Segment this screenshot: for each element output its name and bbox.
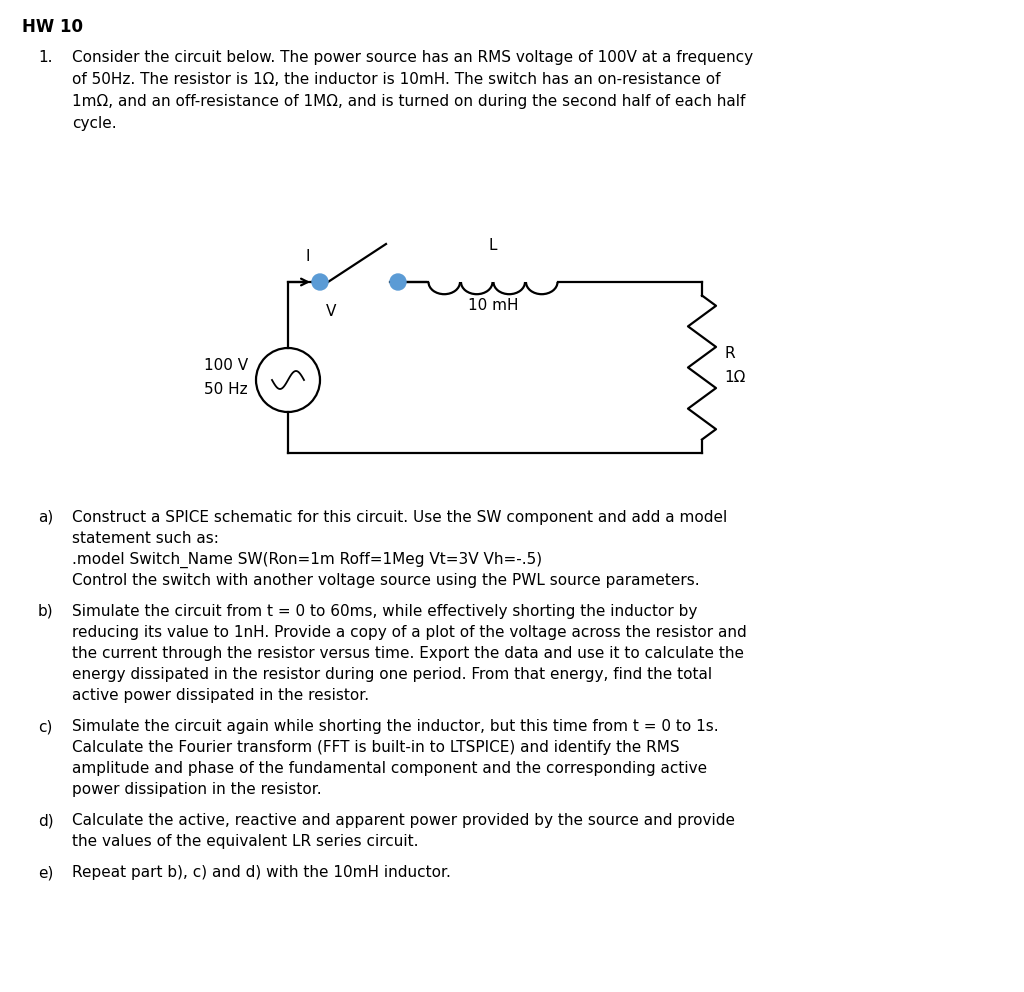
Text: e): e) xyxy=(38,865,53,880)
Text: of 50Hz. The resistor is 1Ω, the inductor is 10mH. The switch has an on-resistan: of 50Hz. The resistor is 1Ω, the inducto… xyxy=(72,72,721,87)
Text: Consider the circuit below. The power source has an RMS voltage of 100V at a fre: Consider the circuit below. The power so… xyxy=(72,50,753,65)
Text: a): a) xyxy=(38,510,53,525)
Text: Calculate the active, reactive and apparent power provided by the source and pro: Calculate the active, reactive and appar… xyxy=(72,813,735,828)
Text: 10 mH: 10 mH xyxy=(468,298,518,313)
Text: Control the switch with another voltage source using the PWL source parameters.: Control the switch with another voltage … xyxy=(72,573,699,588)
Text: 1.: 1. xyxy=(38,50,52,65)
Text: cycle.: cycle. xyxy=(72,116,117,131)
Circle shape xyxy=(312,274,328,290)
Text: reducing its value to 1nH. Provide a copy of a plot of the voltage across the re: reducing its value to 1nH. Provide a cop… xyxy=(72,625,746,640)
Text: .model Switch_Name SW(Ron=1m Roff=1Meg Vt=3V Vh=-.5): .model Switch_Name SW(Ron=1m Roff=1Meg V… xyxy=(72,552,542,568)
Text: power dissipation in the resistor.: power dissipation in the resistor. xyxy=(72,782,322,797)
Text: d): d) xyxy=(38,813,53,828)
Text: I: I xyxy=(306,249,310,264)
Text: active power dissipated in the resistor.: active power dissipated in the resistor. xyxy=(72,688,369,703)
Text: Calculate the Fourier transform (FFT is built-in to LTSPICE) and identify the RM: Calculate the Fourier transform (FFT is … xyxy=(72,740,680,755)
Text: Repeat part b), c) and d) with the 10mH inductor.: Repeat part b), c) and d) with the 10mH … xyxy=(72,865,451,880)
Text: L: L xyxy=(488,238,498,253)
Text: R: R xyxy=(724,346,734,361)
Circle shape xyxy=(390,274,406,290)
Text: energy dissipated in the resistor during one period. From that energy, find the : energy dissipated in the resistor during… xyxy=(72,667,712,682)
Text: amplitude and phase of the fundamental component and the corresponding active: amplitude and phase of the fundamental c… xyxy=(72,761,708,776)
Text: 1Ω: 1Ω xyxy=(724,370,745,385)
Text: b): b) xyxy=(38,604,53,619)
Text: Simulate the circuit from t = 0 to 60ms, while effectively shorting the inductor: Simulate the circuit from t = 0 to 60ms,… xyxy=(72,604,697,619)
Text: c): c) xyxy=(38,719,52,734)
Text: V: V xyxy=(326,304,336,319)
Text: HW 10: HW 10 xyxy=(22,18,83,36)
Text: 1mΩ, and an off-resistance of 1MΩ, and is turned on during the second half of ea: 1mΩ, and an off-resistance of 1MΩ, and i… xyxy=(72,94,745,109)
Text: Construct a SPICE schematic for this circuit. Use the SW component and add a mod: Construct a SPICE schematic for this cir… xyxy=(72,510,727,525)
Text: statement such as:: statement such as: xyxy=(72,531,219,546)
Text: 50 Hz: 50 Hz xyxy=(205,383,248,398)
Text: 100 V: 100 V xyxy=(204,358,248,374)
Text: the values of the equivalent LR series circuit.: the values of the equivalent LR series c… xyxy=(72,834,419,849)
Text: the current through the resistor versus time. Export the data and use it to calc: the current through the resistor versus … xyxy=(72,646,744,661)
Text: Simulate the circuit again while shorting the inductor, but this time from t = 0: Simulate the circuit again while shortin… xyxy=(72,719,719,734)
